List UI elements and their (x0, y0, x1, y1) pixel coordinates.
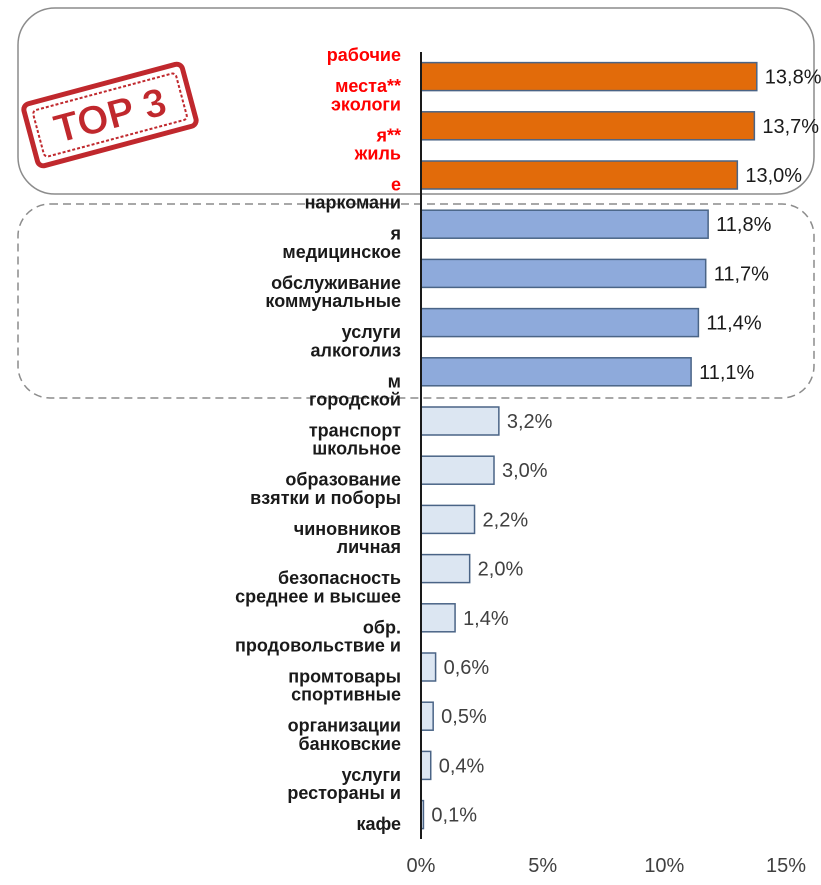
category-label: взятки и поборы (250, 488, 401, 508)
value-label: 13,8% (765, 67, 821, 89)
category-label: школьное (312, 439, 401, 459)
bars-layer (420, 61, 758, 830)
category-label: услуги (342, 765, 401, 785)
category-label: кафе (356, 814, 401, 834)
category-label: обслуживание (271, 273, 401, 293)
x-tick-label: 5% (528, 855, 557, 877)
bar (420, 652, 437, 682)
category-label: транспорт (309, 421, 401, 441)
bar (420, 701, 434, 731)
value-label: 0,6% (444, 657, 490, 679)
value-label: 2,0% (478, 559, 524, 581)
value-label: 11,4% (706, 313, 761, 335)
value-label: 11,1% (699, 362, 754, 384)
category-label: среднее и высшее (235, 586, 401, 606)
bar (420, 160, 739, 190)
group2-frame (17, 203, 815, 399)
category-label: алкоголиз (311, 340, 402, 360)
category-label: продовольствие и (235, 636, 401, 656)
value-label: 13,7% (762, 116, 819, 138)
category-label: медицинское (282, 242, 401, 262)
value-label: 0,5% (441, 706, 487, 728)
bar (420, 406, 500, 436)
bar (420, 111, 756, 141)
category-label: рестораны и (287, 783, 401, 803)
value-label: 1,4% (463, 608, 509, 630)
bar (420, 61, 758, 92)
category-label: экологи (331, 94, 401, 114)
category-label: наркомани (305, 193, 401, 213)
category-label: я** (375, 125, 401, 145)
value-label: 11,7% (714, 263, 769, 285)
category-label: городской (309, 390, 401, 410)
bar (420, 504, 476, 535)
x-tick-label: 0% (407, 855, 436, 877)
category-label: личная (337, 537, 401, 557)
value-labels: 13,8% 13,7% 13,0% 11,8% 11,7% 11,4% 11,1% 3,2% 3… (431, 67, 821, 827)
top3-stamp: TOP 3 (21, 61, 199, 169)
bar (420, 258, 707, 289)
category-label: обр. (363, 617, 401, 637)
bar (420, 750, 432, 781)
category-label: услуги (342, 322, 401, 342)
category-label: промтовары (288, 667, 401, 687)
category-label: образование (285, 470, 401, 490)
value-label: 0,1% (431, 805, 477, 827)
top3-stamp-border (21, 61, 199, 169)
category-label: организации (288, 716, 401, 736)
value-label: 2,2% (483, 509, 529, 531)
value-label: 3,2% (507, 411, 553, 433)
bar (420, 357, 692, 387)
x-tick-label: 10% (644, 855, 684, 877)
category-label: спортивные (291, 685, 401, 705)
top3-frame (17, 7, 815, 195)
bar (420, 455, 495, 485)
value-label: 11,8% (716, 214, 771, 236)
category-label: жиль (354, 144, 401, 164)
category-label: безопасность (278, 568, 401, 588)
bar (420, 209, 709, 239)
category-labels: рабочиеместа**экология**жильенаркоманиям… (235, 45, 401, 834)
category-label: места** (335, 76, 401, 96)
category-label: е (391, 175, 401, 195)
category-label: чиновников (294, 519, 401, 539)
value-label: 0,4% (439, 755, 485, 777)
bar (420, 553, 471, 584)
bar (420, 307, 700, 338)
top3-stamp-inner-border (32, 72, 188, 158)
category-label: банковские (299, 734, 401, 754)
category-label: коммунальные (265, 291, 401, 311)
x-axis-ticks: 0% 5% 10% 15% (407, 855, 807, 877)
category-label: рабочие (327, 45, 401, 65)
category-label: я (389, 224, 401, 244)
value-label: 3,0% (502, 460, 548, 482)
bar (420, 603, 456, 633)
category-label: м (388, 371, 401, 391)
x-tick-label: 15% (766, 855, 806, 877)
value-label: 13,0% (745, 165, 802, 187)
